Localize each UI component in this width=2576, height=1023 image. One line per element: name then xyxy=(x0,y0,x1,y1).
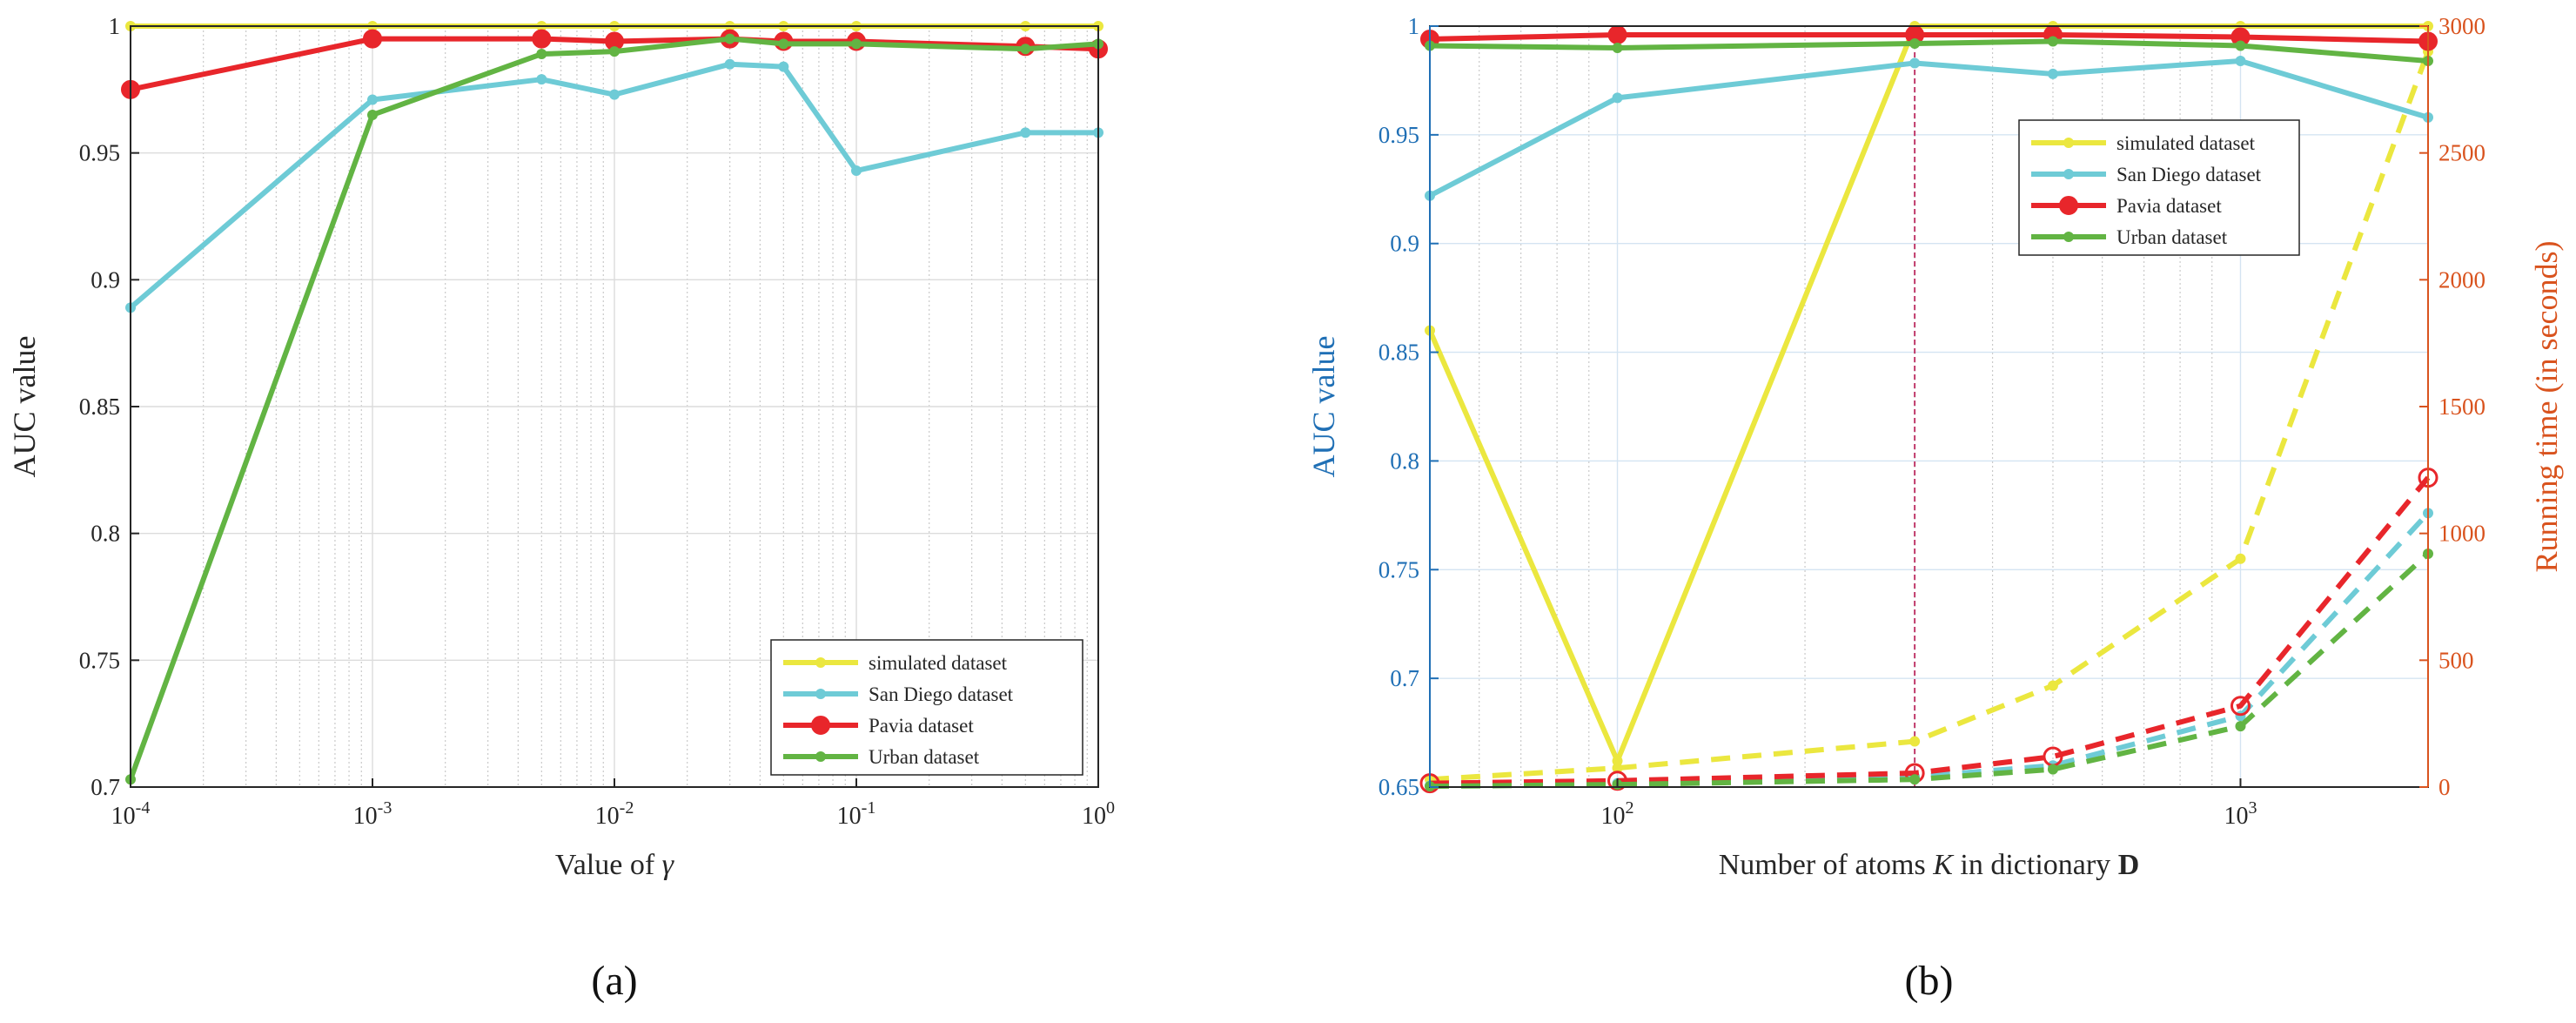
legend-label: Urban dataset xyxy=(2116,226,2228,248)
y-tick-label: 0.7 xyxy=(91,774,120,800)
x-tick-label: 10-4 xyxy=(111,798,151,830)
legend-label: Urban dataset xyxy=(869,746,980,768)
legend-marker xyxy=(2063,138,2074,148)
time-point xyxy=(1909,736,1921,747)
legend-marker xyxy=(2059,196,2078,215)
data-point xyxy=(851,165,862,177)
legend-label: simulated dataset xyxy=(2116,132,2256,154)
y-tick-label: 0.95 xyxy=(79,140,120,166)
data-point xyxy=(532,29,552,49)
y2-tick-label: 500 xyxy=(2438,647,2474,673)
data-point xyxy=(1612,92,1623,104)
panel-b: 102 103 0.65 0.7 0.75 0.8 0.85 0.9 0.95 1 0 500 1000… xyxy=(1306,13,2564,1004)
legend-label: Pavia dataset xyxy=(2116,195,2222,217)
legend-marker xyxy=(815,689,826,699)
data-point xyxy=(1909,57,1921,69)
series-time-line xyxy=(1429,50,2431,783)
time-point xyxy=(2230,696,2251,717)
y-tick-label: 0.75 xyxy=(79,647,120,673)
data-point xyxy=(724,58,735,70)
x-axis-label: Number of atoms K in dictionary D xyxy=(1719,849,2140,881)
x-tick-label: 100 xyxy=(1082,798,1115,830)
y-tick-label: 0.85 xyxy=(79,394,120,420)
time-point xyxy=(2047,680,2058,691)
legend-marker xyxy=(811,716,830,735)
data-point xyxy=(1909,37,1921,49)
data-point xyxy=(1612,756,1623,767)
data-point xyxy=(1612,42,1623,53)
series-line xyxy=(1428,57,2429,199)
time-point xyxy=(2047,764,2058,775)
y-tick-label: 0.9 xyxy=(1390,231,1419,257)
time-point xyxy=(2235,553,2246,564)
y2-tick-label: 2500 xyxy=(2438,140,2485,166)
y-tick-label: 0.8 xyxy=(1390,448,1419,474)
y-tick-label: 1 xyxy=(109,13,121,39)
data-point xyxy=(609,89,620,100)
y-tick-label: 0.7 xyxy=(1390,665,1419,691)
series-line xyxy=(1429,31,2429,44)
legend-marker xyxy=(815,751,826,762)
legend-label: simulated dataset xyxy=(869,652,1008,674)
y2-tick-label: 1500 xyxy=(2438,394,2485,420)
data-point xyxy=(1020,127,1031,138)
data-point xyxy=(2235,40,2246,51)
panel-label: (b) xyxy=(1905,958,1954,1004)
y-tick-label: 0.65 xyxy=(1379,774,1419,800)
y2-axis-label: Running time (in seconds) xyxy=(2529,241,2564,573)
x-axis-label: Value of γ xyxy=(555,849,675,881)
y-tick-label: 0.8 xyxy=(91,521,120,547)
data-point xyxy=(367,94,378,105)
data-point xyxy=(2047,68,2058,79)
data-point xyxy=(1607,24,1627,44)
x-tick-label: 102 xyxy=(1601,798,1634,830)
x-tick-label: 103 xyxy=(2224,798,2257,830)
legend-label: San Diego dataset xyxy=(2116,164,2262,185)
panel-a: 10-4 10-3 10-2 10-1 100 0.7 0.75 0.8 0.85 0.9 0.95… xyxy=(7,13,1115,1004)
y-axis-label: AUC value xyxy=(7,336,42,478)
x-tick-label: 10-3 xyxy=(353,798,392,830)
y2-tick-label: 1000 xyxy=(2438,521,2485,547)
time-point xyxy=(1909,774,1921,785)
data-point xyxy=(2047,36,2058,47)
y-tick-label: 0.9 xyxy=(91,266,120,293)
data-point xyxy=(536,74,547,85)
data-point xyxy=(851,38,862,50)
y-axis-label: AUC value xyxy=(1306,336,1341,478)
legend-marker xyxy=(2063,169,2074,179)
panel-label: (a) xyxy=(591,958,637,1004)
data-point xyxy=(367,109,378,120)
legend-marker xyxy=(2063,232,2074,242)
y2-tick-label: 3000 xyxy=(2438,13,2485,39)
legend-marker xyxy=(815,657,826,668)
series-time-line xyxy=(1429,511,2431,789)
data-point xyxy=(536,49,547,60)
y-tick-label: 1 xyxy=(1408,13,1420,39)
y-tick-label: 0.85 xyxy=(1379,340,1419,366)
data-point xyxy=(1020,44,1031,55)
data-point xyxy=(778,38,789,50)
data-point xyxy=(363,29,382,49)
y2-tick-label: 2000 xyxy=(2438,266,2485,293)
data-point xyxy=(724,33,735,44)
legend-label: Pavia dataset xyxy=(869,715,974,737)
series-time-line xyxy=(1429,551,2431,790)
y2-tick-label: 0 xyxy=(2438,774,2451,800)
time-point xyxy=(2235,721,2246,732)
legend-label: San Diego dataset xyxy=(869,683,1014,705)
data-point xyxy=(778,61,789,72)
data-point xyxy=(609,46,620,57)
x-tick-label: 10-1 xyxy=(837,798,876,830)
y-tick-label: 0.75 xyxy=(1379,556,1419,582)
series-line xyxy=(1429,38,2429,64)
data-point xyxy=(2235,55,2246,66)
x-tick-label: 10-2 xyxy=(595,798,634,830)
y-tick-label: 0.95 xyxy=(1379,122,1419,148)
